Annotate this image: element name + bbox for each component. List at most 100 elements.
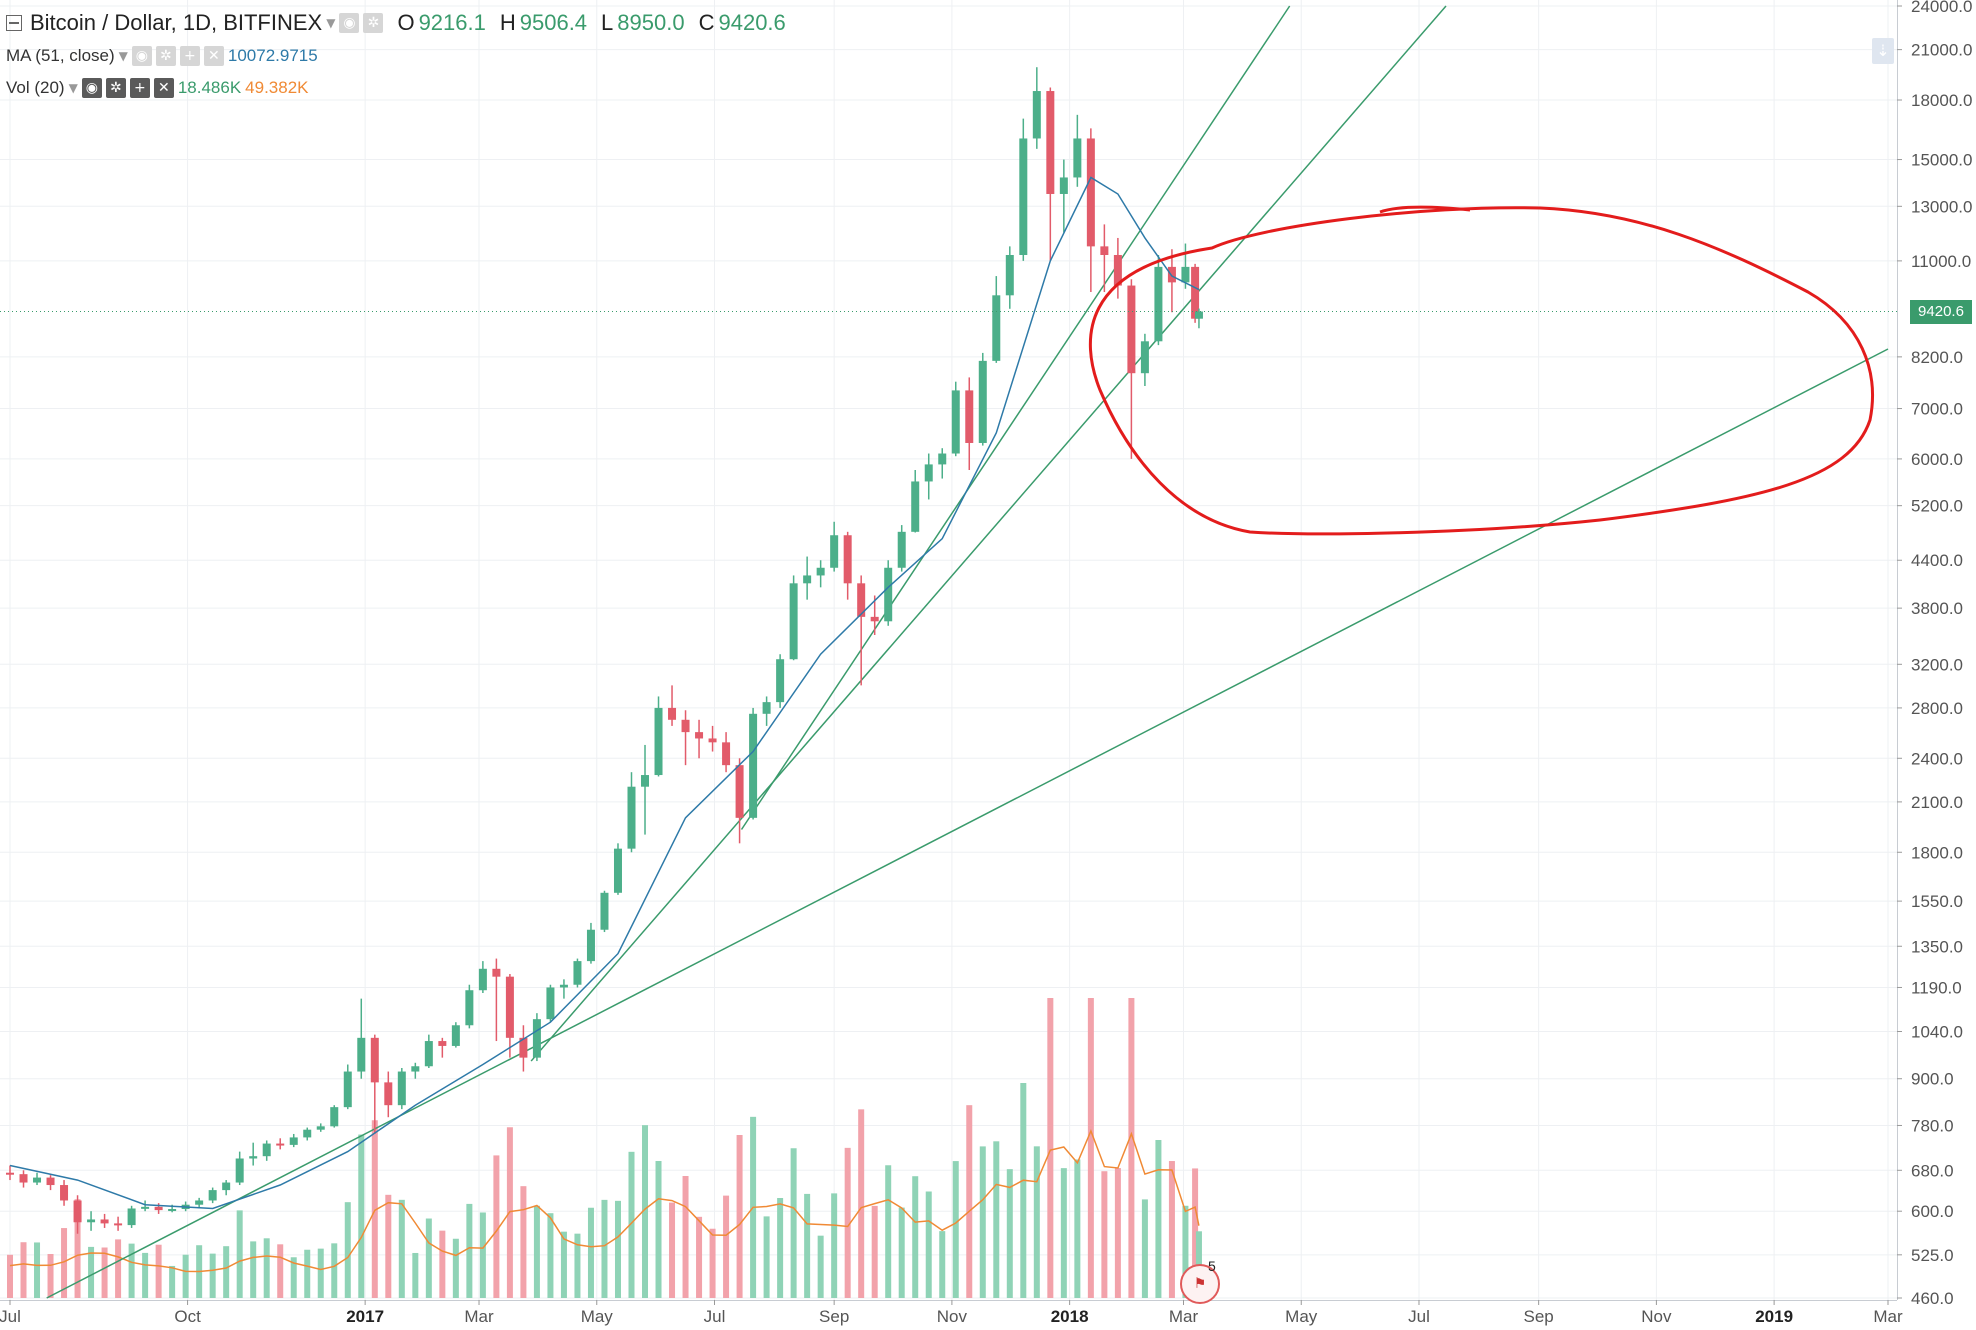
candle-body	[46, 1177, 55, 1186]
volume-bar	[290, 1257, 297, 1298]
volume-bar	[1074, 1159, 1081, 1298]
volume-bar	[1033, 1146, 1040, 1298]
candle-body	[722, 742, 731, 766]
candle-body	[1167, 266, 1176, 283]
ma-polyline	[9, 176, 1200, 1210]
candle-body	[1059, 177, 1068, 194]
volume-bar	[209, 1253, 216, 1298]
volume-bar	[669, 1202, 676, 1298]
candle-body	[411, 1066, 420, 1072]
volume-bar	[682, 1176, 689, 1298]
x-tick-label: Jul	[0, 1307, 21, 1326]
ma-label[interactable]: MA (51, close)	[6, 46, 115, 65]
volume-bar	[925, 1191, 932, 1298]
candle-body	[911, 481, 920, 532]
volume-bar	[128, 1243, 135, 1298]
volume-bar	[1006, 1169, 1013, 1298]
candle-body	[735, 765, 744, 818]
trendline	[530, 5, 1447, 1062]
candle-body	[843, 535, 852, 584]
ma-legend: MA (51, close) ▼ ◉ ✲ + ✕ 10072.9715	[6, 46, 318, 66]
volume-bar	[47, 1254, 54, 1298]
candle-body	[1191, 266, 1200, 319]
volume-bar	[142, 1252, 149, 1298]
eye-icon[interactable]: ◉	[339, 13, 360, 33]
chevron-down-icon[interactable]: ▼	[326, 16, 336, 30]
candle-body	[816, 567, 825, 576]
vol-value: 18.486K	[177, 78, 242, 97]
y-tick-label: 600.0	[1911, 1202, 1954, 1221]
gear-icon[interactable]: ✲	[363, 13, 384, 33]
collapse-icon[interactable]	[6, 15, 22, 31]
y-tick-label: 680.0	[1911, 1161, 1954, 1180]
candle-body	[478, 968, 487, 991]
chevron-down-icon[interactable]: ▼	[118, 49, 128, 63]
volume-bar	[614, 1200, 621, 1298]
candle-body	[33, 1177, 42, 1183]
candle-body	[641, 775, 650, 787]
plus-icon[interactable]: +	[179, 46, 200, 66]
scroll-to-realtime-icon[interactable]: ⇣	[1872, 38, 1894, 64]
candle-body	[924, 464, 933, 482]
candle-body	[357, 1037, 366, 1072]
x-tick-label: Mar	[1169, 1307, 1199, 1326]
trendline	[740, 5, 1291, 830]
gear-icon[interactable]: ✲	[155, 46, 176, 66]
volume-bar	[412, 1252, 419, 1298]
candle-body	[451, 1025, 460, 1046]
time-axis[interactable]: Jul Oct 2017 Mar May Jul Sep Nov 2018 Mar May Jul Se…	[0, 1300, 1903, 1326]
candle-body	[249, 1156, 258, 1159]
volume-bar	[1101, 1171, 1108, 1298]
volume-bar	[304, 1249, 311, 1298]
volume-bar	[1087, 998, 1094, 1298]
x-tick-label: 2019	[1755, 1307, 1793, 1326]
volume-bar	[317, 1248, 324, 1298]
candle-body	[978, 360, 987, 443]
candle-body	[60, 1185, 69, 1201]
x-tick-label: Jul	[704, 1307, 726, 1326]
candle-body	[532, 1019, 541, 1058]
chevron-down-icon[interactable]: ▼	[68, 81, 78, 95]
y-tick-label: 1800.0	[1911, 843, 1963, 862]
x-tick-label: Nov	[937, 1307, 968, 1326]
volume-bar	[574, 1233, 581, 1298]
y-tick-label: 11000.0	[1911, 252, 1971, 271]
gear-icon[interactable]: ✲	[105, 78, 126, 98]
volume-bar	[182, 1254, 189, 1298]
symbol-title[interactable]: Bitcoin / Dollar, 1D, BITFINEX	[30, 10, 323, 35]
close-icon[interactable]: ✕	[203, 46, 224, 66]
close-icon[interactable]: ✕	[153, 78, 174, 98]
eye-icon[interactable]: ◉	[81, 78, 102, 98]
candle-body	[695, 732, 704, 739]
vol-label[interactable]: Vol (20)	[6, 78, 65, 97]
x-tick-label: Nov	[1641, 1307, 1672, 1326]
eye-icon[interactable]: ◉	[131, 46, 152, 66]
volume-bar	[101, 1247, 108, 1298]
price-axis[interactable]: 460.0 525.0 600.0 680.0 780.0 900.0 1040.0 1190…	[1897, 0, 1976, 1330]
candle-body	[668, 707, 677, 720]
volume-bar	[587, 1207, 594, 1298]
volume-bars	[7, 998, 1202, 1298]
plus-icon[interactable]: +	[129, 78, 150, 98]
last-price-label: 9420.6	[1910, 299, 1972, 324]
candle-body	[1019, 138, 1028, 255]
vol-ma-value: 49.382K	[245, 78, 309, 97]
candle-body	[303, 1129, 312, 1138]
us-flag-event-icon[interactable]: ⚑	[1180, 1264, 1220, 1304]
volume-bar	[952, 1161, 959, 1298]
candle-body	[465, 990, 474, 1026]
candle-body	[141, 1206, 150, 1209]
candle-body	[1100, 246, 1109, 255]
candle-body	[776, 659, 785, 703]
candle-body	[208, 1190, 217, 1201]
x-tick-label: Sep	[1524, 1307, 1554, 1326]
candle-body	[114, 1223, 123, 1226]
volume-bar	[871, 1205, 878, 1298]
candle-body	[897, 531, 906, 568]
candle-body	[1086, 138, 1095, 247]
volume-bar	[817, 1235, 824, 1298]
volume-bar	[1020, 1083, 1027, 1298]
volume-bar	[398, 1199, 405, 1298]
candle-body	[586, 929, 595, 962]
